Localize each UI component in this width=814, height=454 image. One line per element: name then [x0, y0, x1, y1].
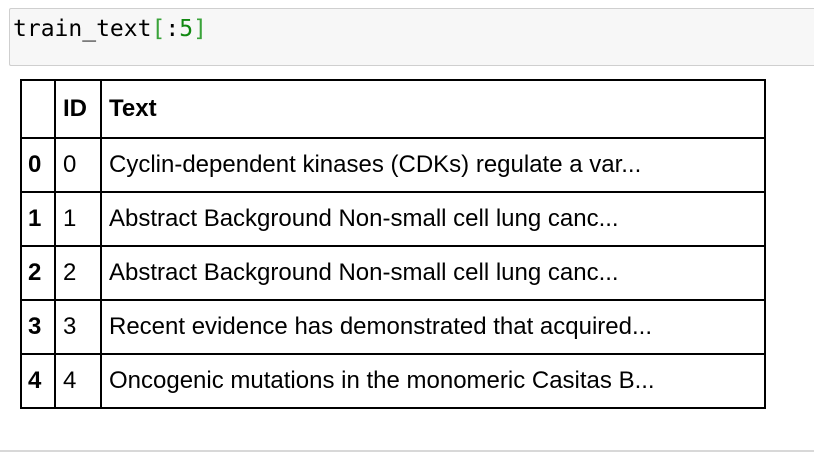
dataframe-output-table: ID Text 0 0 Cyclin-dependent kinases (CD…	[20, 79, 766, 409]
column-header-text: Text	[100, 79, 766, 139]
code-variable: train_text	[13, 16, 152, 42]
cell-divider	[0, 450, 814, 452]
text-cell: Recent evidence has demonstrated that ac…	[100, 299, 766, 355]
code-slice-number: 5	[179, 16, 194, 42]
id-cell: 1	[54, 191, 102, 247]
row-index-cell: 1	[20, 191, 56, 247]
row-index-cell: 3	[20, 299, 56, 355]
text-cell: Cyclin-dependent kinases (CDKs) regulate…	[100, 137, 766, 193]
table-row: 3 3 Recent evidence has demonstrated tha…	[20, 299, 766, 355]
table-row: 4 4 Oncogenic mutations in the monomeric…	[20, 353, 766, 409]
table-row: 2 2 Abstract Background Non-small cell l…	[20, 245, 766, 301]
row-index-cell: 2	[20, 245, 56, 301]
table-row: 0 0 Cyclin-dependent kinases (CDKs) regu…	[20, 137, 766, 193]
table-header-row: ID Text	[20, 79, 766, 139]
id-cell: 3	[54, 299, 102, 355]
text-cell: Oncogenic mutations in the monomeric Cas…	[100, 353, 766, 409]
index-header-cell	[20, 79, 56, 139]
code-open-bracket: [	[151, 16, 166, 42]
code-input-cell[interactable]	[9, 8, 814, 66]
id-cell: 2	[54, 245, 102, 301]
code-slice-operator: :	[165, 16, 180, 42]
code-line[interactable]: train_text[:5]	[13, 14, 207, 44]
text-cell: Abstract Background Non-small cell lung …	[100, 191, 766, 247]
text-cell: Abstract Background Non-small cell lung …	[100, 245, 766, 301]
code-close-bracket: ]	[193, 16, 207, 42]
row-index-cell: 4	[20, 353, 56, 409]
row-index-cell: 0	[20, 137, 56, 193]
id-cell: 0	[54, 137, 102, 193]
id-cell: 4	[54, 353, 102, 409]
column-header-id: ID	[54, 79, 102, 139]
table-row: 1 1 Abstract Background Non-small cell l…	[20, 191, 766, 247]
